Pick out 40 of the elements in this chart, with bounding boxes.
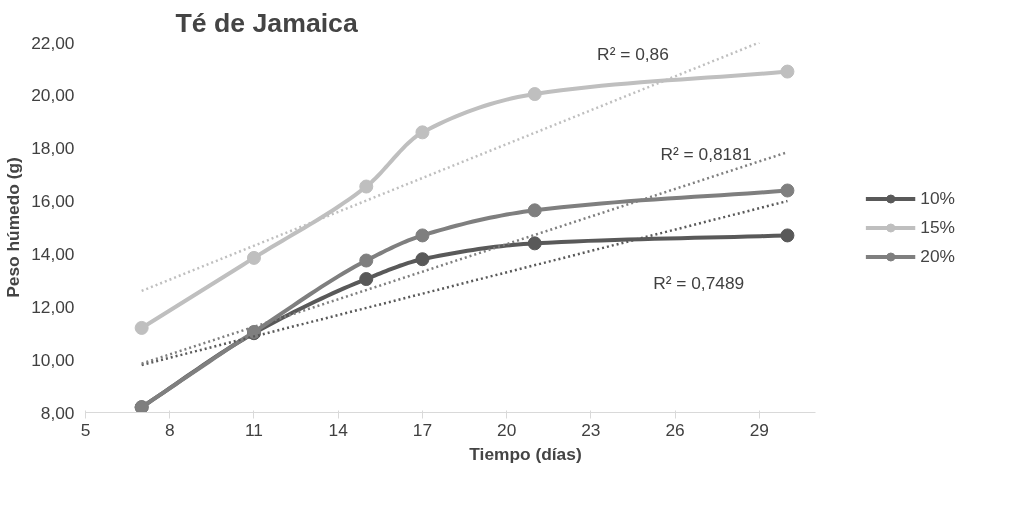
y-tick-label: 18,00 <box>31 138 75 159</box>
legend-label: 10% <box>920 187 955 209</box>
point <box>359 179 374 194</box>
annotation: R² = 0,8181 <box>660 143 752 164</box>
x-tick-label: 29 <box>749 419 769 440</box>
y-tick-label: 14,00 <box>31 243 75 264</box>
annotation: R² = 0,86 <box>597 43 669 64</box>
point <box>359 272 374 287</box>
x-tick-label: 5 <box>80 419 91 440</box>
x-tick-label: 14 <box>328 419 349 440</box>
y-tick-label: 20,00 <box>31 85 75 106</box>
legend-label: 20% <box>920 245 955 267</box>
point <box>134 320 149 335</box>
x-tick-label: 8 <box>164 419 175 440</box>
y-tick-label: 16,00 <box>31 191 75 212</box>
point <box>527 236 542 251</box>
point <box>780 183 795 198</box>
x-tick-label: 11 <box>244 419 263 440</box>
annotation: R² = 0,7489 <box>653 273 745 293</box>
y-tick-label: 12,00 <box>31 296 75 317</box>
x-tick-label: 23 <box>581 419 601 440</box>
point <box>527 203 542 218</box>
point <box>780 64 795 79</box>
point <box>415 252 430 267</box>
x-tick-label: 20 <box>497 419 517 440</box>
point <box>415 125 430 140</box>
point <box>359 253 374 268</box>
x-tick-label: 17 <box>412 419 433 440</box>
legend-label: 15% <box>920 216 955 238</box>
y-axis-title: Peso húmedo (g) <box>3 157 24 298</box>
x-axis-title: Tiempo (días) <box>469 443 582 464</box>
point <box>527 87 542 102</box>
point <box>780 228 795 243</box>
y-tick-label: 8,00 <box>40 402 75 423</box>
point <box>246 250 261 265</box>
chart-title: Té de Jamaica <box>175 7 358 38</box>
x-tick-label: 26 <box>665 419 685 440</box>
y-tick-label: 10,00 <box>31 349 75 370</box>
y-tick-label: 22,00 <box>31 32 75 53</box>
point <box>415 228 430 243</box>
